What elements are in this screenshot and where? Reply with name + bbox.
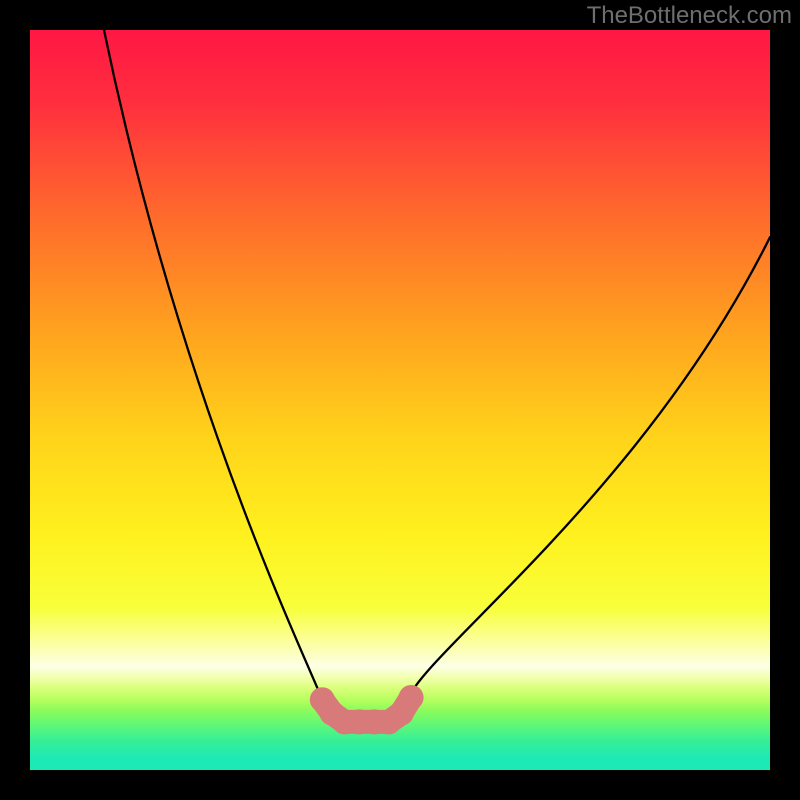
bottleneck-chart <box>0 0 800 800</box>
watermark-text: TheBottleneck.com <box>587 2 792 30</box>
marker-dot <box>399 685 424 710</box>
chart-container: { "watermark": { "text": "TheBottleneck.… <box>0 0 800 800</box>
plot-background <box>30 30 770 770</box>
